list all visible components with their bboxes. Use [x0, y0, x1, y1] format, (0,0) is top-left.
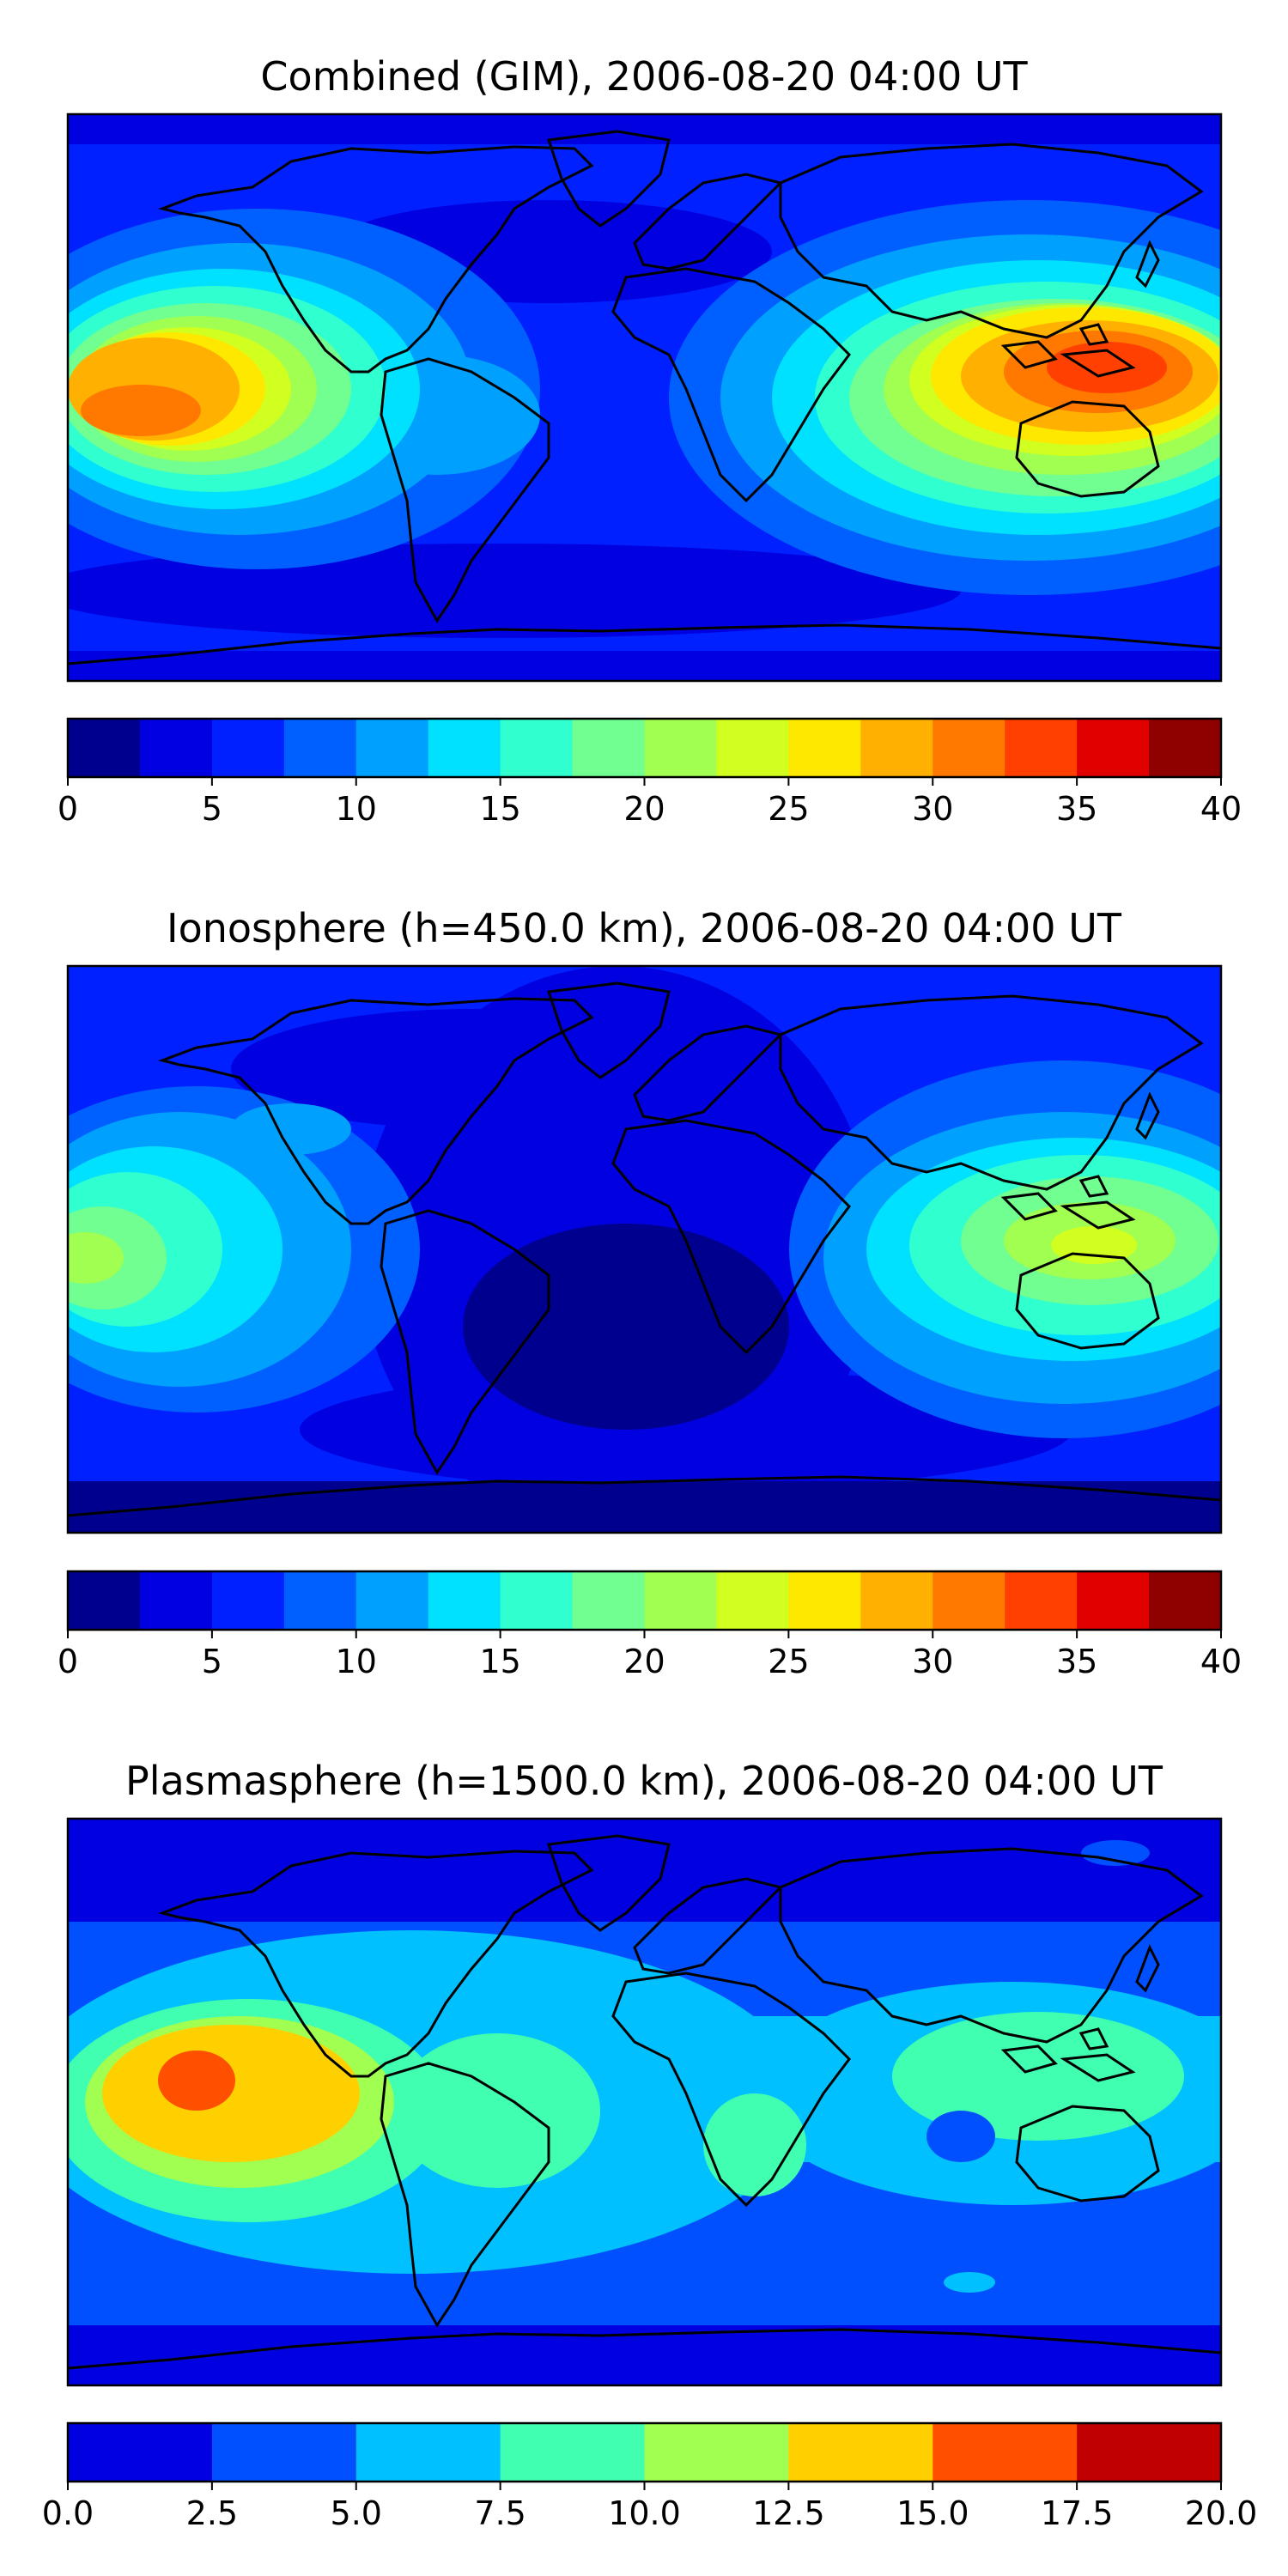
colorbar-tick-label: 2.5: [186, 2494, 238, 2532]
colorbar-tick-label: 30: [912, 790, 953, 828]
colorbar-tick-label: 10: [336, 1643, 377, 1680]
colorbar-segment: [644, 2423, 789, 2482]
colorbar-segment: [1005, 719, 1078, 777]
panel-title-ionosphere: Ionosphere (h=450.0 km), 2006-08-20 04:0…: [167, 905, 1122, 951]
colorbar-tick-label: 0: [58, 1643, 78, 1680]
colorbar-segment: [428, 719, 501, 777]
colorbar-tick-label: 15.0: [896, 2494, 969, 2532]
map-ionosphere: [68, 966, 1221, 1533]
colorbar-segment: [716, 1571, 789, 1630]
colorbar-segment: [1077, 2423, 1222, 2482]
colorbar-tick-label: 20: [623, 790, 665, 828]
map-frame-ionosphere: [66, 964, 1223, 1534]
panel-ionosphere: Ionosphere (h=450.0 km), 2006-08-20 04:0…: [58, 905, 1242, 1680]
colorbar-segment: [572, 719, 645, 777]
colorbar-tick-label: 30: [912, 1643, 953, 1680]
colorbar-segment: [500, 2423, 645, 2482]
colorbar-segment: [500, 1571, 574, 1630]
map-frame-plasmasphere: [66, 1817, 1223, 2387]
colorbar-segment: [933, 1571, 1005, 1630]
colorbar-tick-label: 5.0: [331, 2494, 382, 2532]
colorbar-segment: [788, 719, 861, 777]
colorbar-tick-label: 10.0: [608, 2494, 681, 2532]
colorbar-tick-label: 15: [479, 790, 520, 828]
colorbar-segment: [933, 719, 1005, 777]
colorbar-segment: [1077, 1571, 1150, 1630]
colorbar-segment: [211, 2423, 357, 2482]
colorbar-segment: [788, 2423, 933, 2482]
colorbar-combined: 0 5 10 15 20 25 30 35 40: [58, 717, 1242, 828]
colorbar-segment: [68, 2423, 213, 2482]
colorbar-tick-label: 25: [768, 1643, 809, 1680]
colorbar-segment: [1077, 719, 1150, 777]
colorbar-segment: [211, 1571, 285, 1630]
colorbar-tick-label: 25: [768, 790, 809, 828]
colorbar-segment: [644, 1571, 717, 1630]
colorbar-segment: [139, 1571, 213, 1630]
colorbar-tick-label: 0: [58, 790, 78, 828]
colorbar-segment: [68, 719, 141, 777]
colorbar-tick-label: 0.0: [42, 2494, 94, 2532]
colorbar-segment: [355, 1571, 429, 1630]
colorbar-tick-label: 20: [623, 1643, 665, 1680]
colorbar-segment: [860, 1571, 933, 1630]
colorbar-segment: [428, 1571, 501, 1630]
colorbar-tick-label: 35: [1056, 1643, 1097, 1680]
panel-combined: Combined (GIM), 2006-08-20 04:00 UT: [58, 53, 1242, 828]
colorbar-plasmasphere: 0.0 2.5 5.0 7.5 10.0 12.5 15.0 17.5 20.0: [42, 2421, 1258, 2532]
colorbar-tick-label: 7.5: [474, 2494, 526, 2532]
colorbar-segment: [933, 2423, 1078, 2482]
panel-title-plasmasphere: Plasmasphere (h=1500.0 km), 2006-08-20 0…: [125, 1758, 1163, 1804]
colorbar-segment: [572, 1571, 645, 1630]
map-combined: [68, 114, 1221, 681]
colorbar-segment: [1005, 1571, 1078, 1630]
colorbar-segment: [860, 719, 933, 777]
colorbar-segment: [355, 719, 429, 777]
colorbar-segment: [68, 1571, 141, 1630]
colorbar-segment: [139, 719, 213, 777]
colorbar-segment: [644, 719, 717, 777]
panel-plasmasphere: Plasmasphere (h=1500.0 km), 2006-08-20 0…: [42, 1758, 1258, 2532]
colorbar-segment: [283, 719, 357, 777]
colorbar-tick-label: 40: [1200, 790, 1242, 828]
colorbar-tick-label: 5: [202, 1643, 222, 1680]
colorbar-ionosphere: 0 5 10 15 20 25 30 35 40: [58, 1570, 1242, 1680]
colorbar-segment: [500, 719, 574, 777]
colorbar-segment: [788, 1571, 861, 1630]
colorbar-tick-label: 15: [479, 1643, 520, 1680]
colorbar-segment: [283, 1571, 357, 1630]
colorbar-tick-label: 35: [1056, 790, 1097, 828]
colorbar-segment: [355, 2423, 501, 2482]
colorbar-tick-label: 20.0: [1185, 2494, 1258, 2532]
colorbar-segment: [211, 719, 285, 777]
colorbar-tick-label: 5: [202, 790, 222, 828]
panel-title-combined: Combined (GIM), 2006-08-20 04:00 UT: [260, 53, 1028, 100]
colorbar-tick-label: 12.5: [752, 2494, 825, 2532]
map-frame-combined: [66, 112, 1223, 683]
colorbar-segment: [1149, 719, 1222, 777]
colorbar-tick-label: 10: [336, 790, 377, 828]
colorbar-segment: [1149, 1571, 1222, 1630]
colorbar-tick-label: 17.5: [1041, 2494, 1114, 2532]
colorbar-segment: [716, 719, 789, 777]
colorbar-tick-label: 40: [1200, 1643, 1242, 1680]
map-plasmasphere: [68, 1819, 1221, 2385]
